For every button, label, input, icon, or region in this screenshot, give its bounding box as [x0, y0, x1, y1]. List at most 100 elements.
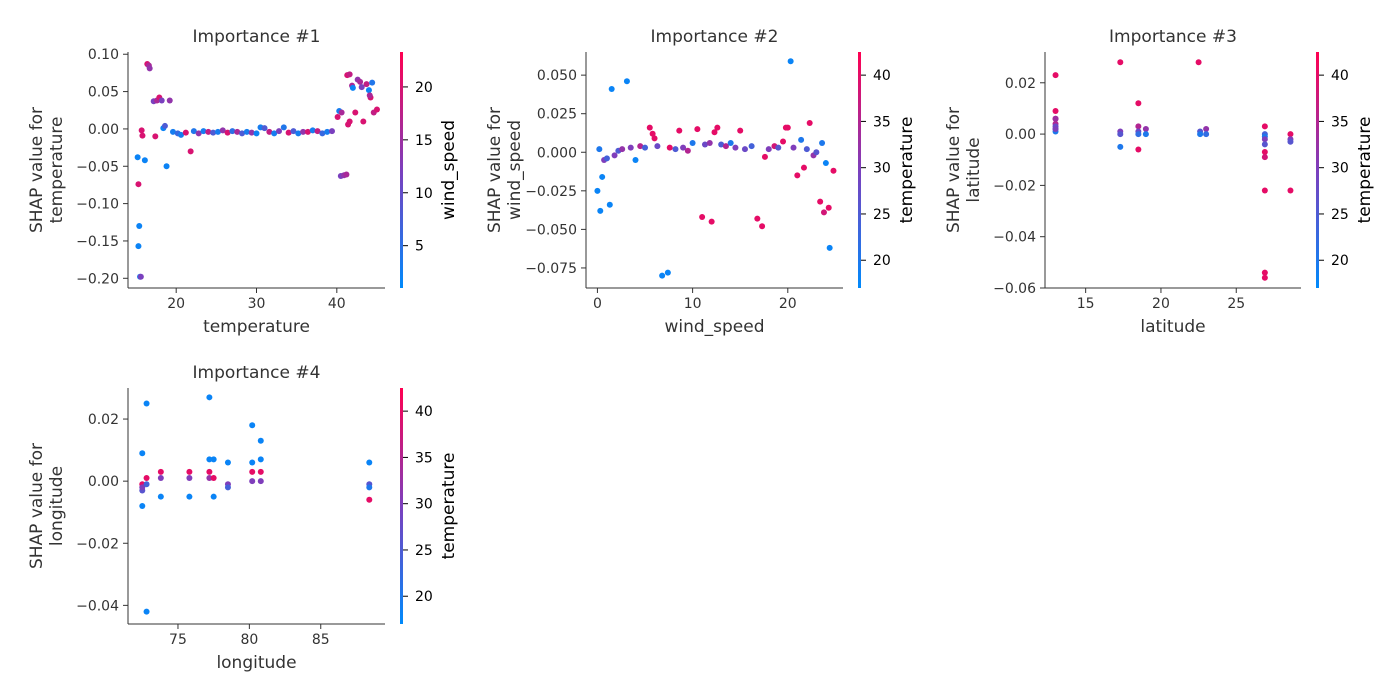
data-point — [257, 468, 264, 475]
data-point — [169, 128, 176, 135]
data-point — [210, 493, 217, 500]
y-axis-label: SHAP value for — [944, 107, 964, 233]
colorbar — [858, 52, 861, 288]
data-point — [684, 147, 691, 154]
data-point — [722, 143, 729, 150]
data-point — [290, 128, 297, 135]
data-point — [627, 144, 634, 151]
data-point — [826, 244, 833, 251]
data-point — [178, 131, 185, 138]
y-tick-label: −0.04 — [993, 230, 1036, 246]
data-point — [666, 144, 673, 151]
data-point — [649, 130, 656, 137]
data-point — [249, 478, 256, 485]
data-point — [358, 84, 365, 91]
data-point — [654, 143, 661, 150]
data-point — [163, 163, 170, 170]
data-point — [157, 493, 164, 500]
y-axis-label: SHAP value for — [27, 107, 47, 233]
x-axis-label: latitude — [1140, 317, 1205, 337]
data-point — [798, 136, 805, 143]
data-point — [1052, 108, 1059, 114]
y-tick-label: −0.10 — [76, 197, 119, 213]
data-point — [143, 608, 150, 615]
colorbar-tick-label: 20 — [415, 80, 433, 96]
data-point — [694, 126, 701, 133]
data-point — [1261, 149, 1268, 156]
colorbar-tick-label: 30 — [415, 497, 433, 513]
x-tick-label: 20 — [779, 296, 797, 312]
data-point — [366, 484, 373, 491]
data-point — [1117, 143, 1124, 150]
data-point — [143, 481, 150, 488]
chart-title: Importance #4 — [193, 363, 321, 383]
data-point — [1203, 131, 1210, 138]
data-point — [741, 146, 748, 153]
data-point — [309, 127, 316, 134]
data-point — [139, 503, 146, 509]
data-point — [822, 160, 829, 167]
data-point — [806, 119, 813, 126]
data-point — [825, 204, 832, 211]
data-point — [596, 146, 603, 153]
y-axis-label: wind_speed — [505, 120, 525, 220]
data-point — [659, 272, 666, 279]
data-point — [224, 484, 231, 491]
colorbar-label: temperature — [1355, 117, 1375, 224]
data-point — [1261, 269, 1268, 276]
data-point — [139, 484, 146, 491]
data-point — [603, 155, 610, 162]
data-point — [134, 154, 141, 161]
data-point — [224, 129, 231, 136]
data-point — [646, 124, 653, 131]
data-point — [672, 146, 679, 153]
data-point — [139, 132, 146, 139]
data-point — [759, 223, 766, 230]
data-point — [1135, 131, 1142, 138]
colorbar-tick-label: 40 — [1331, 68, 1349, 84]
data-point — [363, 81, 370, 88]
colorbar-tick-label: 25 — [873, 207, 891, 223]
colorbar-label: wind_speed — [439, 120, 459, 220]
data-point — [343, 171, 350, 178]
x-tick-label: 85 — [312, 632, 330, 648]
data-point — [205, 128, 212, 135]
data-point — [711, 129, 718, 136]
data-point — [637, 143, 644, 150]
x-tick-label: 25 — [1227, 296, 1245, 312]
data-point — [732, 144, 739, 151]
data-point — [200, 128, 207, 135]
data-point — [187, 148, 194, 155]
x-tick-label: 20 — [167, 296, 185, 312]
y-axis-label: latitude — [964, 137, 984, 202]
x-tick-label: 15 — [1077, 296, 1095, 312]
x-axis-label: wind_speed — [664, 317, 764, 337]
data-point — [346, 118, 353, 125]
y-tick-label: 0.02 — [88, 412, 119, 428]
data-point — [243, 128, 250, 135]
data-point — [135, 181, 142, 188]
colorbar-tick-label: 30 — [873, 161, 891, 177]
y-tick-label: −0.06 — [993, 281, 1036, 297]
data-point — [664, 269, 671, 276]
data-point — [186, 493, 193, 500]
data-point — [1142, 125, 1149, 132]
data-point — [780, 138, 787, 145]
data-point — [632, 156, 639, 163]
data-point — [761, 153, 768, 160]
y-tick-label: −0.04 — [76, 598, 119, 614]
x-tick-label: 75 — [169, 632, 187, 648]
data-point — [266, 128, 273, 135]
data-point — [1052, 72, 1059, 79]
data-point — [138, 127, 145, 134]
x-tick-label: 0 — [593, 296, 602, 312]
data-point — [210, 475, 217, 482]
data-point — [1261, 136, 1268, 143]
data-point — [718, 141, 725, 148]
colorbar-tick-label: 25 — [415, 543, 433, 559]
data-point — [190, 128, 197, 135]
data-point — [606, 201, 613, 208]
data-point — [1135, 146, 1142, 153]
y-axis-label: temperature — [47, 117, 67, 224]
